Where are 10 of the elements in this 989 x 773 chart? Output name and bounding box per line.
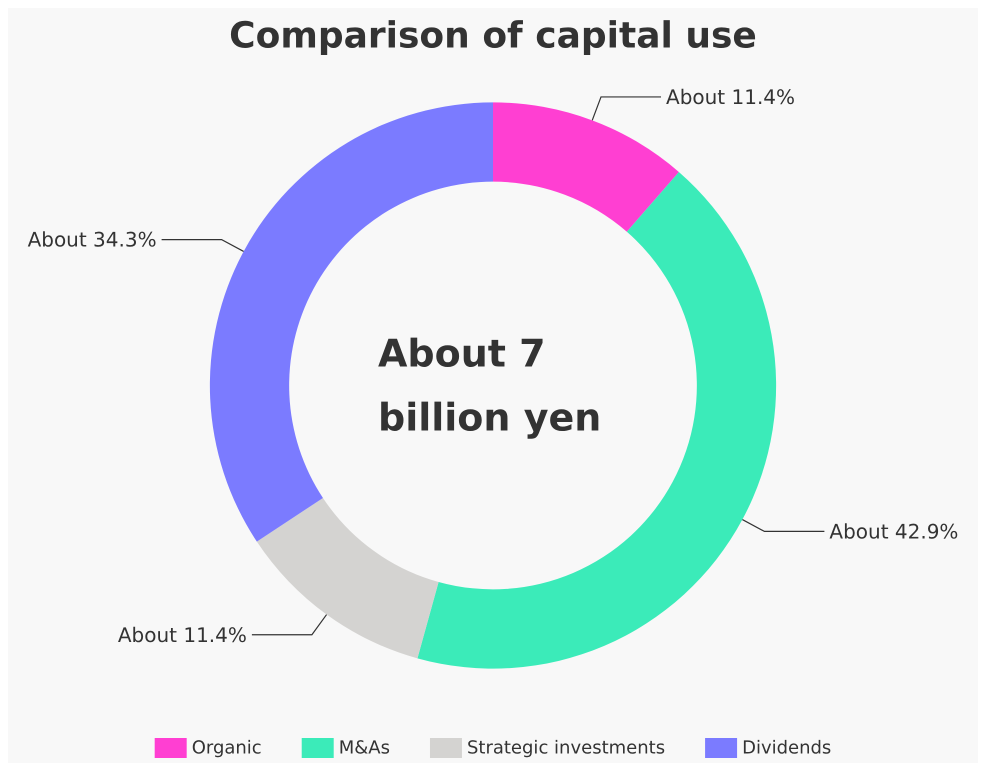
legend-label: M&As	[338, 738, 390, 758]
legend-label: Organic	[192, 738, 262, 758]
text: About 7 billion yen	[378, 332, 602, 440]
legend-label: Strategic investments	[466, 738, 666, 758]
data-label: About 11.4%	[666, 84, 796, 109]
data-label: About 34.3%	[28, 228, 157, 252]
data-label: About 11.4%	[118, 622, 247, 647]
data-label: About 42.9%	[829, 519, 958, 544]
legend-label: Dividends	[742, 738, 832, 758]
chart-title: Comparison of capital use	[229, 16, 757, 56]
